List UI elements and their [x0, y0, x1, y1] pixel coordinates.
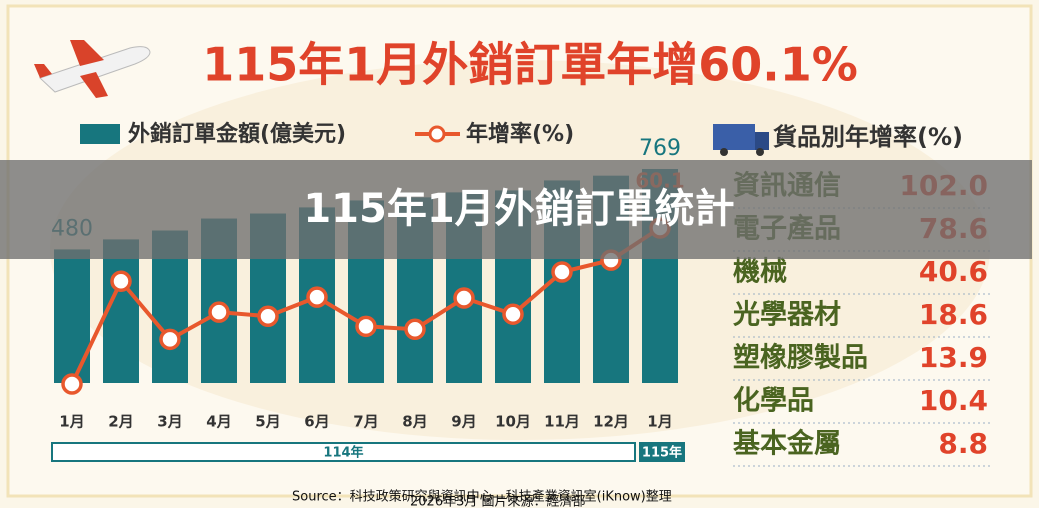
truck-icon: [713, 124, 769, 156]
product-value: 10.4: [919, 384, 988, 417]
title: 115年1月外銷訂單年增60.1%: [202, 38, 858, 92]
plane-icon: [34, 40, 151, 98]
bar: [103, 239, 139, 383]
product-name: 機械: [733, 257, 787, 288]
growth-point: [551, 261, 573, 283]
legend-label: 外銷訂單金額(億美元): [128, 121, 346, 147]
legend-label: 年增率(%): [466, 121, 574, 147]
growth-point: [208, 301, 230, 323]
growth-point: [355, 315, 377, 338]
x-tick-label: 9月: [451, 413, 476, 431]
x-tick-label: 12月: [593, 413, 629, 431]
product-value: 18.6: [919, 298, 988, 331]
x-tick-label: 2月: [108, 413, 133, 431]
growth-point: [306, 286, 328, 308]
x-tick-label: 5月: [255, 413, 280, 431]
panel-title: 貨品別年增率(%): [773, 123, 963, 151]
product-value: 8.8: [938, 427, 988, 460]
product-value: 13.9: [919, 341, 988, 374]
x-tick-label: 4月: [206, 413, 231, 431]
x-tick-label: 7月: [353, 413, 378, 431]
bar: [54, 249, 90, 383]
banner: [0, 160, 1032, 259]
x-tick-label: 10月: [495, 413, 531, 431]
x-tick-label: 1月: [59, 413, 84, 431]
product-value: 40.6: [919, 255, 988, 288]
growth-point: [502, 303, 524, 325]
product-name: 光學器材: [732, 300, 841, 331]
year-group: [51, 442, 636, 462]
year-group: [639, 442, 685, 462]
product-name: 塑橡膠製品: [733, 342, 868, 374]
growth-point: [110, 270, 132, 292]
data-label: 769: [639, 136, 681, 161]
x-tick-label: 6月: [304, 413, 329, 431]
x-tick-label: 3月: [157, 413, 182, 431]
banner-text: 115年1月外銷訂單統計: [303, 186, 734, 232]
x-tick-label: 8月: [402, 413, 427, 431]
year-group-label: 114年: [323, 445, 363, 461]
product-name: 基本金屬: [733, 428, 841, 460]
x-tick-label: 11月: [544, 413, 580, 431]
growth-point: [257, 305, 279, 327]
growth-point: [404, 318, 426, 340]
source: Source：科技政策研究與資訊中心—科技產業資訊室(iKnow)整理: [292, 489, 672, 505]
legend-swatch: [80, 124, 120, 144]
growth-point: [453, 287, 475, 309]
growth-point: [61, 373, 83, 395]
product-name: 化學品: [733, 386, 814, 417]
source: 2026年3月 圖片來源：經濟部: [410, 494, 586, 509]
growth-point: [159, 328, 181, 351]
legend-swatch: [428, 125, 446, 143]
year-group-label: 115年: [642, 445, 682, 461]
x-tick-label: 1月: [647, 413, 672, 431]
